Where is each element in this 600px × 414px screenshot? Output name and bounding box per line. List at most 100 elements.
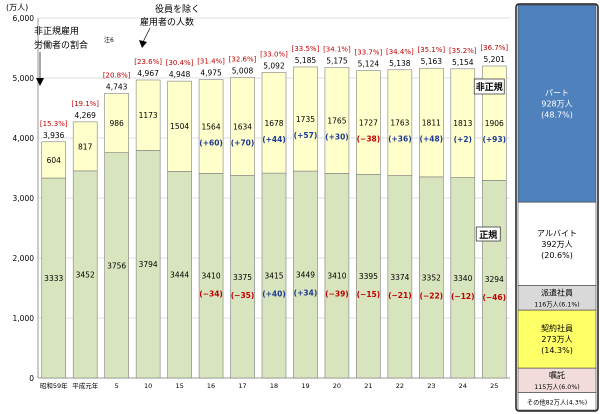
x-tick-label: 18 [270, 382, 278, 390]
irregular-change-label: (+2) [454, 135, 472, 144]
regular-value-label: 3294 [485, 275, 504, 284]
regular-value-label: 3415 [264, 272, 283, 281]
employee-annotation-line: 雇用者の人数 [140, 16, 194, 28]
breakdown-label: 392万人 [541, 240, 572, 249]
regular-value-label: 3352 [422, 273, 441, 282]
ratio-label: [33.7%] [355, 49, 383, 57]
regular-value-label: 3375 [233, 273, 252, 282]
irregular-change-label: (+70) [231, 138, 255, 147]
x-tick-label: 16 [207, 382, 215, 390]
bar-irregular [135, 79, 161, 151]
regular-change-label: (−21) [388, 291, 412, 300]
x-tick-label: 23 [427, 382, 435, 390]
breakdown-segment [517, 392, 597, 411]
regular-value-label: 3395 [359, 272, 378, 281]
irregular-value-label: 1765 [327, 116, 346, 125]
breakdown-label: (14.3%) [541, 346, 573, 355]
bar-regular [450, 177, 476, 379]
x-tick-label: 25 [490, 382, 498, 390]
bar-irregular [324, 67, 350, 174]
regular-value-label: 3444 [170, 271, 189, 280]
bar-regular [167, 171, 192, 379]
bar-irregular [41, 141, 67, 179]
total-value-label: 4,975 [200, 69, 222, 78]
regular-value-label: 3340 [453, 274, 472, 283]
regular-value-label: 3410 [202, 272, 221, 281]
unit-label: (万人) [6, 3, 28, 12]
regular-change-label: (−12) [451, 292, 475, 301]
ratio-label: [15.3%] [40, 120, 68, 128]
bar-irregular [419, 67, 444, 178]
bar-irregular [261, 72, 287, 174]
ratio-label: [23.6%] [134, 58, 162, 66]
regular-change-label: (+34) [294, 289, 318, 298]
bar-irregular [104, 93, 129, 153]
employee-annotation-arrowhead [139, 40, 147, 48]
bar-regular [419, 176, 444, 379]
regular-value-label: 3410 [327, 272, 346, 281]
regular-change-label: (−34) [199, 290, 223, 299]
breakdown-frame [515, 3, 599, 412]
y-tick-label: 1,000 [13, 314, 35, 323]
breakdown-label: 928万人 [541, 100, 572, 109]
ratio-label: [34.4%] [386, 48, 414, 56]
breakdown-label: パート [545, 89, 569, 98]
total-value-label: 5,138 [389, 59, 411, 68]
total-value-label: 3,936 [43, 131, 65, 140]
x-tick-label: 5 [115, 382, 119, 390]
x-tick-label: 19 [301, 382, 309, 390]
bar-labels: 3333 604 3,936 [15.3%] 3452 817 4,269 [19.1%] 37… [40, 44, 509, 302]
irregular-value-label: 1504 [170, 122, 189, 131]
total-value-label: 5,092 [263, 61, 285, 70]
breakdown-label: 契約社員 [541, 323, 573, 333]
ratio-label: [19.1%] [71, 100, 99, 108]
irregular-value-label: 1678 [264, 119, 283, 128]
bar-irregular [450, 68, 476, 178]
irregular-value-label: 1735 [296, 115, 315, 124]
breakdown-label: アルバイト [537, 229, 577, 238]
bar-regular [387, 175, 413, 379]
regular-value-label: 3756 [107, 261, 126, 270]
breakdown-segment [517, 285, 597, 311]
bar-regular [293, 170, 318, 379]
irregular-value-label: 1173 [139, 111, 158, 120]
total-value-label: 4,967 [137, 69, 159, 78]
y-tick-label: 5,000 [13, 74, 35, 83]
ratio-annotation-line: 労働者の割合 [34, 39, 88, 51]
regular-change-label: (−15) [357, 290, 381, 299]
breakdown-label: 派遣社員 [541, 287, 573, 297]
bar-regular [261, 172, 287, 379]
total-value-label: 5,201 [484, 55, 506, 64]
ratio-label: [20.8%] [103, 71, 131, 79]
breakdown-segment [517, 4, 597, 203]
ratio-label: [34.1%] [323, 46, 351, 54]
irregular-breakdown-stack: パート 928万人 (48.7%) アルバイト 392万人 (20.6%) 派遣社員 116万… [515, 3, 599, 412]
bar-regular [41, 177, 67, 379]
irregular-value-label: 1811 [422, 119, 441, 128]
y-tick-label: 4,000 [13, 134, 35, 143]
irregular-change-label: (+48) [420, 135, 444, 144]
regular-change-label: (−35) [231, 291, 255, 300]
breakdown-label: 116万人(6.1%) [534, 300, 580, 308]
irregular-value-label: 1727 [359, 118, 378, 127]
ratio-annotation-arrowhead [36, 78, 44, 86]
bar-irregular [198, 79, 224, 174]
y-tick-label: 6,000 [13, 14, 35, 23]
regular-value-label: 3449 [296, 271, 315, 280]
irregular-value-label: 1813 [453, 119, 472, 128]
ratio-label: [33.5%] [292, 45, 320, 53]
irregular-change-label: (+30) [325, 132, 349, 141]
bar-regular [72, 170, 98, 379]
bar-regular [356, 174, 381, 379]
irregular-change-label: (+44) [262, 135, 286, 144]
ratio-label: [32.6%] [229, 55, 257, 63]
regular-tag: 正規 [479, 229, 497, 241]
irregular-value-label: 1763 [390, 119, 409, 128]
total-value-label: 5,175 [326, 57, 348, 66]
ratio-label: [35.2%] [449, 47, 477, 55]
irregular-value-label: 1564 [202, 122, 221, 131]
regular-change-label: (−39) [325, 290, 349, 299]
x-tick-label: 10 [144, 382, 152, 390]
